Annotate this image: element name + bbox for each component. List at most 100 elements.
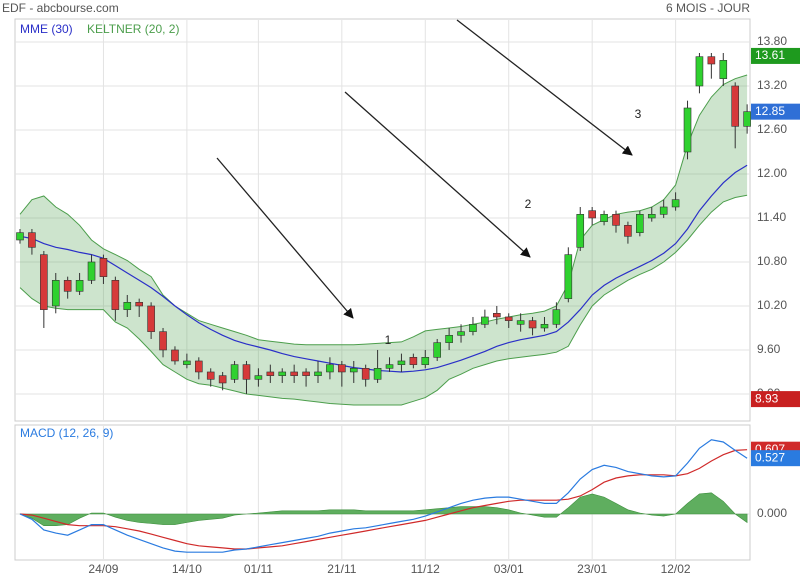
candle-body xyxy=(624,225,632,237)
y-tick-label: 10.20 xyxy=(757,298,787,312)
y-tick-label: 0.000 xyxy=(757,506,787,520)
candle-body xyxy=(707,56,716,65)
candle-body xyxy=(397,360,406,365)
candle-body xyxy=(731,85,740,127)
candle-body xyxy=(552,309,561,325)
candle-body xyxy=(469,324,477,332)
candle-body xyxy=(28,232,36,248)
candle-body xyxy=(671,199,680,208)
keltner-lower xyxy=(19,194,748,406)
x-tick-label: 14/10 xyxy=(172,562,202,576)
candle-body xyxy=(40,254,48,310)
candle-body xyxy=(135,302,143,307)
y-tick-label: 12.60 xyxy=(757,122,787,136)
candle-body xyxy=(516,320,525,325)
arrow xyxy=(344,91,531,258)
annotation: 3 xyxy=(635,107,642,121)
macd-line xyxy=(19,439,748,553)
candle-body xyxy=(278,371,287,376)
candle-body xyxy=(266,371,275,376)
x-tick-label: 01/11 xyxy=(244,562,273,576)
candle-body xyxy=(183,360,191,365)
candle-body xyxy=(16,232,24,241)
y-tick-label: 11.40 xyxy=(757,210,786,224)
candle-body xyxy=(254,375,263,380)
price-tag xyxy=(751,391,800,408)
candle-body xyxy=(695,56,704,87)
y-tick-label: 13.80 xyxy=(757,34,787,48)
y-tick-label: 9.60 xyxy=(757,342,781,356)
y-tick-label: 10.80 xyxy=(757,254,787,268)
candle-body xyxy=(528,320,537,329)
candle-body xyxy=(504,316,513,321)
candle-body xyxy=(218,375,227,384)
candle-body xyxy=(385,364,394,369)
price-tag-label: 13.61 xyxy=(755,48,785,62)
candle-body xyxy=(147,305,155,332)
candle-body xyxy=(111,280,120,310)
candle-body xyxy=(636,214,644,233)
price-tag xyxy=(751,103,800,120)
chart-subtitle: 6 MOIS - JOUR xyxy=(666,1,750,15)
candle-body xyxy=(588,210,596,219)
candle-body xyxy=(99,258,108,277)
candle-body xyxy=(743,111,751,127)
candle-body xyxy=(647,214,656,219)
candle-body xyxy=(326,364,334,373)
chart-title: EDF - abcbourse.com xyxy=(2,1,119,15)
candle-body xyxy=(242,364,251,380)
candle-body xyxy=(719,60,728,79)
candle-body xyxy=(564,254,573,299)
candle-body xyxy=(540,324,549,329)
x-tick-label: 21/11 xyxy=(327,562,356,576)
candle-body xyxy=(445,335,453,343)
candle-body xyxy=(373,368,382,380)
y-tick-label: 12.00 xyxy=(757,166,787,180)
price-tag xyxy=(751,450,800,467)
arrow xyxy=(216,157,354,319)
y-tick-label: 13.20 xyxy=(757,78,787,92)
macd-title: MACD (12, 26, 9) xyxy=(20,426,113,440)
candle-body xyxy=(421,357,430,365)
candle-body xyxy=(433,342,442,358)
candle-body xyxy=(195,360,203,373)
candle-body xyxy=(230,364,239,380)
candle-body xyxy=(51,280,60,307)
candle-body xyxy=(63,280,72,292)
candle-body xyxy=(349,368,358,373)
candle-body xyxy=(75,280,84,292)
macd-panel xyxy=(14,424,751,561)
x-tick-label: 23/01 xyxy=(577,562,607,576)
candle-body xyxy=(338,364,346,373)
candle-body xyxy=(361,368,370,380)
candle-body xyxy=(612,214,620,226)
candle-body xyxy=(314,371,322,376)
x-tick-label: 12/02 xyxy=(661,562,691,576)
candle-body xyxy=(659,206,668,215)
candle-body xyxy=(576,214,585,248)
price-tag-label: 12.85 xyxy=(755,104,785,118)
keltner-band xyxy=(20,75,748,405)
candle-body xyxy=(206,371,215,380)
candle-body xyxy=(409,357,418,365)
candle-body xyxy=(123,302,132,310)
candle-body xyxy=(457,331,465,336)
price-tag-label: 0.527 xyxy=(755,450,785,464)
price-tag-label: 8.93 xyxy=(755,391,779,405)
x-tick-label: 03/01 xyxy=(494,562,524,576)
candle-body xyxy=(683,107,692,153)
legend-keltner: KELTNER (20, 2) xyxy=(87,22,179,36)
x-tick-label: 11/12 xyxy=(411,562,440,576)
signal-line xyxy=(19,449,748,550)
keltner-upper xyxy=(19,74,748,346)
candle-body xyxy=(290,371,298,376)
annotation: 2 xyxy=(525,197,532,211)
candle-body xyxy=(159,331,167,351)
candle-body xyxy=(481,316,489,325)
mme-line xyxy=(19,164,748,373)
x-tick-label: 24/09 xyxy=(88,562,118,576)
candle-body xyxy=(87,261,96,281)
annotation: 1 xyxy=(385,333,392,347)
candle-body xyxy=(600,214,608,222)
